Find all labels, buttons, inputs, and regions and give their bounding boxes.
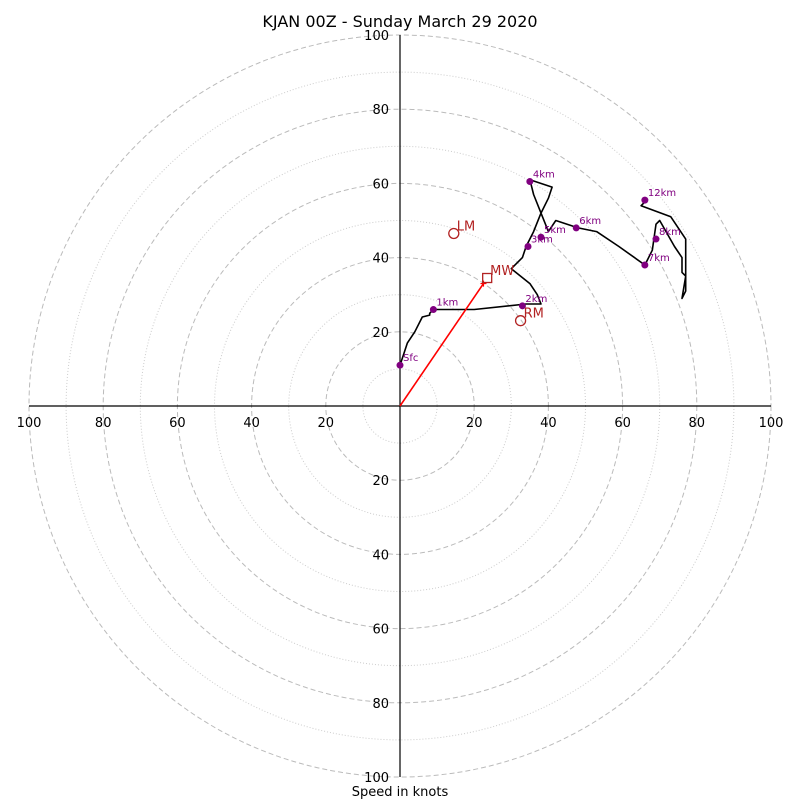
- x-tick-label: 80: [689, 416, 706, 431]
- x-tick-label: 60: [169, 416, 186, 431]
- height-marker-8km: [652, 235, 660, 243]
- rm-label: RM: [524, 307, 544, 322]
- y-tick-label: 40: [372, 252, 389, 267]
- height-markers: Sfc1km2km3km4km5km6km7km8km12km: [396, 170, 681, 369]
- x-tick-label: 20: [318, 416, 335, 431]
- height-marker-1km: [429, 306, 437, 314]
- height-label-4km: 4km: [533, 170, 555, 181]
- height-marker-7km: [641, 261, 649, 269]
- x-tick-label: 20: [466, 416, 483, 431]
- height-label-6km: 6km: [579, 216, 601, 227]
- height-marker-4km: [526, 178, 534, 186]
- y-tick-label: 60: [372, 177, 389, 192]
- shear-vector-line: [399, 283, 485, 407]
- lm-marker: [448, 227, 460, 240]
- height-marker-12km: [641, 196, 649, 204]
- mw-marker: [482, 272, 493, 284]
- x-tick-label: 40: [540, 416, 557, 431]
- height-label-7km: 7km: [648, 253, 670, 264]
- x-axis-label: Speed in knots: [352, 785, 449, 800]
- height-marker-6km: [572, 224, 580, 232]
- height-label-5km: 5km: [544, 225, 566, 236]
- height-label-1km: 1km: [436, 298, 458, 309]
- x-tick-label: 80: [95, 416, 112, 431]
- x-tick-label: 100: [759, 416, 784, 431]
- lm-label: LM: [457, 219, 475, 234]
- shear-vector-tip: [480, 280, 487, 287]
- x-tick-label: 100: [17, 416, 42, 431]
- height-marker-sfc: [396, 361, 404, 369]
- chart-title: KJAN 00Z - Sunday March 29 2020: [262, 12, 537, 31]
- y-tick-label: 20: [372, 474, 389, 489]
- hodograph-line: [399, 178, 687, 366]
- height-marker-3km: [524, 242, 532, 250]
- storm-motions: LM MW RM: [448, 219, 544, 327]
- height-marker-5km: [537, 233, 545, 241]
- shear-vector: [399, 280, 487, 407]
- mw-label: MW: [490, 264, 514, 279]
- height-label-8km: 8km: [659, 227, 681, 238]
- y-tick-label: 80: [372, 103, 389, 118]
- y-tick-label: 40: [372, 548, 389, 563]
- y-tick-label: 60: [372, 623, 389, 638]
- x-tick-label: 60: [614, 416, 631, 431]
- tick-labels: 100 80 60 40 20 20 40 60 80 100 100 80 60 40 20 20 40 60 8…: [17, 29, 784, 786]
- height-label-12km: 12km: [648, 188, 676, 199]
- y-tick-label: 20: [372, 326, 389, 341]
- height-label-2km: 2km: [525, 294, 547, 305]
- hodograph-trace: [399, 178, 687, 366]
- height-label-sfc: Sfc: [403, 353, 418, 364]
- y-tick-label: 100: [364, 29, 389, 44]
- y-tick-label: 100: [364, 771, 389, 786]
- rm-marker: [514, 315, 527, 327]
- x-tick-label: 40: [243, 416, 260, 431]
- height-marker-2km: [518, 302, 526, 310]
- y-tick-label: 80: [372, 697, 389, 712]
